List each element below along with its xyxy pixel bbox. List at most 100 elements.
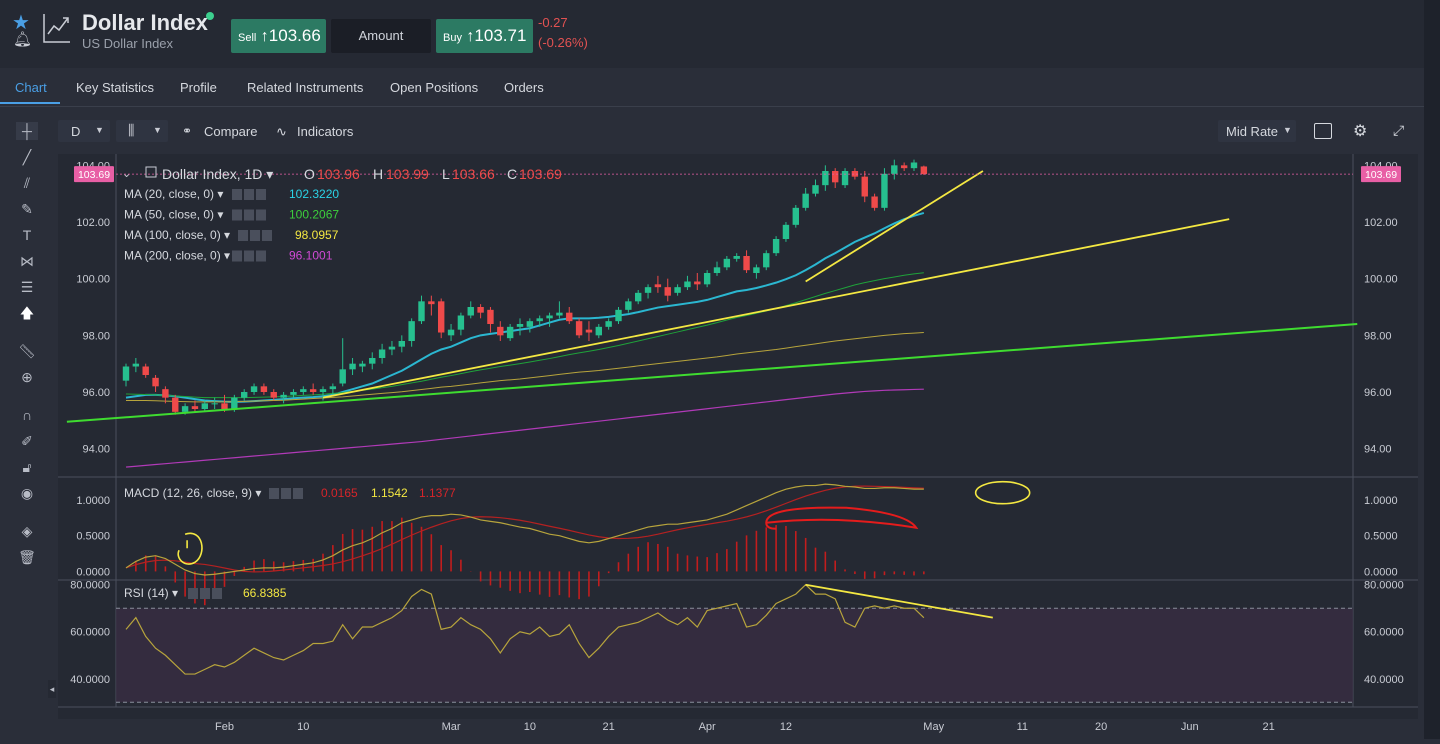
interval-select[interactable]: D ▼: [58, 120, 110, 142]
open-value: 103.96: [317, 166, 360, 182]
price-chart[interactable]: 104.00104.00102.00102.00100.00100.0098.0…: [58, 154, 1418, 739]
macd-legend-settings-icon: [293, 488, 303, 499]
compare-button[interactable]: Compare: [204, 124, 258, 139]
brush-icon[interactable]: ✎: [21, 201, 33, 217]
sell-label: Sell: [238, 32, 257, 44]
market-open-indicator: [206, 12, 214, 20]
ma-legend-settings-icon: [232, 250, 242, 262]
candle-body: [635, 292, 642, 302]
ma200-line: [125, 388, 924, 468]
layers-icon[interactable]: ◈: [21, 523, 33, 539]
zoom-icon[interactable]: ⊕: [21, 369, 33, 385]
tab-related-instruments[interactable]: Related Instruments: [247, 80, 364, 95]
ma-legend-settings-icon: [256, 209, 266, 221]
candle-body: [172, 397, 179, 412]
lock-icon[interactable]: 🔓︎: [22, 459, 32, 475]
pencil-lock-icon[interactable]: ✐: [21, 433, 33, 449]
tab-profile[interactable]: Profile: [180, 80, 217, 95]
trash-icon[interactable]: 🗑︎: [18, 549, 36, 565]
compare-icon[interactable]: ⚭: [182, 124, 193, 138]
sell-button[interactable]: Sell ↑103.66: [231, 19, 326, 53]
price-change-percent: (-0.26%): [538, 35, 588, 50]
candle-body: [615, 309, 622, 322]
price-tick-left: 96.00: [82, 387, 110, 399]
date-tick: Apr: [699, 721, 716, 733]
mid-rate-select[interactable]: Mid Rate ▼: [1218, 120, 1296, 142]
amount-field[interactable]: Amount: [331, 19, 431, 53]
trendline-icon[interactable]: ╱: [22, 149, 32, 165]
bell-icon[interactable]: 🔔︎: [13, 31, 33, 48]
indicators-button[interactable]: Indicators: [297, 124, 354, 139]
candle-body: [566, 312, 573, 322]
date-tick: 10: [297, 721, 309, 733]
macd-signal-line: [125, 485, 924, 573]
price-tick-right: 98.00: [1364, 330, 1392, 342]
pattern-icon[interactable]: ⋈: [20, 253, 34, 269]
instrument-header: ★ 🔔︎ Dollar Index US Dollar Index Sell ↑…: [0, 0, 1440, 68]
sell-price: 103.66: [268, 26, 321, 45]
star-icon[interactable]: ★: [12, 12, 30, 34]
candle-body: [201, 403, 208, 409]
candle-body: [595, 326, 602, 336]
fullscreen-icon[interactable]: ⤢: [1393, 122, 1405, 138]
rsi-value: 66.8385: [243, 586, 287, 600]
candle-body: [378, 349, 386, 358]
ma-legend-value: 98.0957: [295, 228, 339, 242]
screenshot-icon[interactable]: [1314, 123, 1332, 139]
chart-title: Dollar Index, 1D ▾: [162, 166, 273, 182]
caret-down-icon: ▼: [1283, 125, 1292, 135]
candle-body: [497, 326, 504, 336]
candle-body: [398, 341, 405, 347]
text-icon[interactable]: T: [22, 227, 32, 243]
yellow-trendline-long: [322, 218, 1230, 399]
arrow-up-tool-icon[interactable]: 🡅: [19, 305, 35, 321]
indicators-icon[interactable]: ∿: [276, 124, 287, 139]
magnet-icon[interactable]: ∩: [21, 407, 33, 423]
scrollbar[interactable]: [1424, 0, 1440, 739]
candle-body: [290, 392, 297, 395]
date-tick: Jun: [1181, 721, 1199, 733]
candle-body: [664, 287, 671, 296]
candle-body: [152, 377, 159, 387]
candle-body: [241, 392, 248, 398]
ma-legend-settings-icon: [244, 250, 254, 262]
pitchfork-icon[interactable]: ⫽: [23, 175, 31, 191]
price-tick-right: 96.00: [1364, 387, 1392, 399]
candle-body: [812, 185, 819, 194]
candle-body: [349, 363, 356, 370]
rsi-divergence-line: [805, 583, 993, 619]
candle-body: [792, 207, 799, 225]
candle-body: [447, 329, 455, 336]
ruler-icon[interactable]: 📏︎: [18, 343, 36, 359]
candle-body: [871, 196, 878, 208]
chart-type-select[interactable]: ⫼ ▼: [116, 120, 168, 142]
candle-body: [703, 273, 711, 285]
eye-icon[interactable]: ◉: [20, 485, 34, 501]
candle-body: [506, 326, 514, 339]
candle-body: [191, 406, 199, 409]
tab-key-statistics[interactable]: Key Statistics: [76, 80, 155, 95]
settings-gear-icon[interactable]: ⚙: [1353, 123, 1368, 140]
candle-body: [516, 324, 524, 327]
candle-body: [142, 366, 149, 375]
candle-body: [231, 397, 238, 409]
ma-legend-value: 100.2067: [289, 208, 339, 222]
tab-chart[interactable]: Chart: [15, 80, 47, 95]
crosshair-icon[interactable]: ┼: [16, 122, 38, 140]
chart-area[interactable]: 104.00104.00102.00102.00100.00100.0098.0…: [58, 154, 1418, 733]
tab-orders[interactable]: Orders: [504, 80, 544, 95]
buy-price: 103.71: [474, 26, 527, 45]
ma-legend-settings-icon: [244, 189, 254, 200]
active-tab-indicator: [0, 102, 60, 104]
candle-body: [861, 176, 868, 197]
tab-open-positions[interactable]: Open Positions: [390, 80, 479, 95]
collapse-left-icon[interactable]: ◂: [48, 680, 56, 698]
last-price-badge-right: [1361, 166, 1401, 183]
caret-down-icon: ▼: [153, 125, 162, 135]
buy-button[interactable]: Buy ↑103.71: [436, 19, 533, 53]
fib-icon[interactable]: ☰: [20, 279, 34, 295]
macd-tick-left: 0.5000: [76, 531, 110, 543]
candle-body: [674, 287, 681, 293]
ma-legend-value: 96.1001: [289, 249, 333, 263]
macd-line: [125, 483, 924, 576]
